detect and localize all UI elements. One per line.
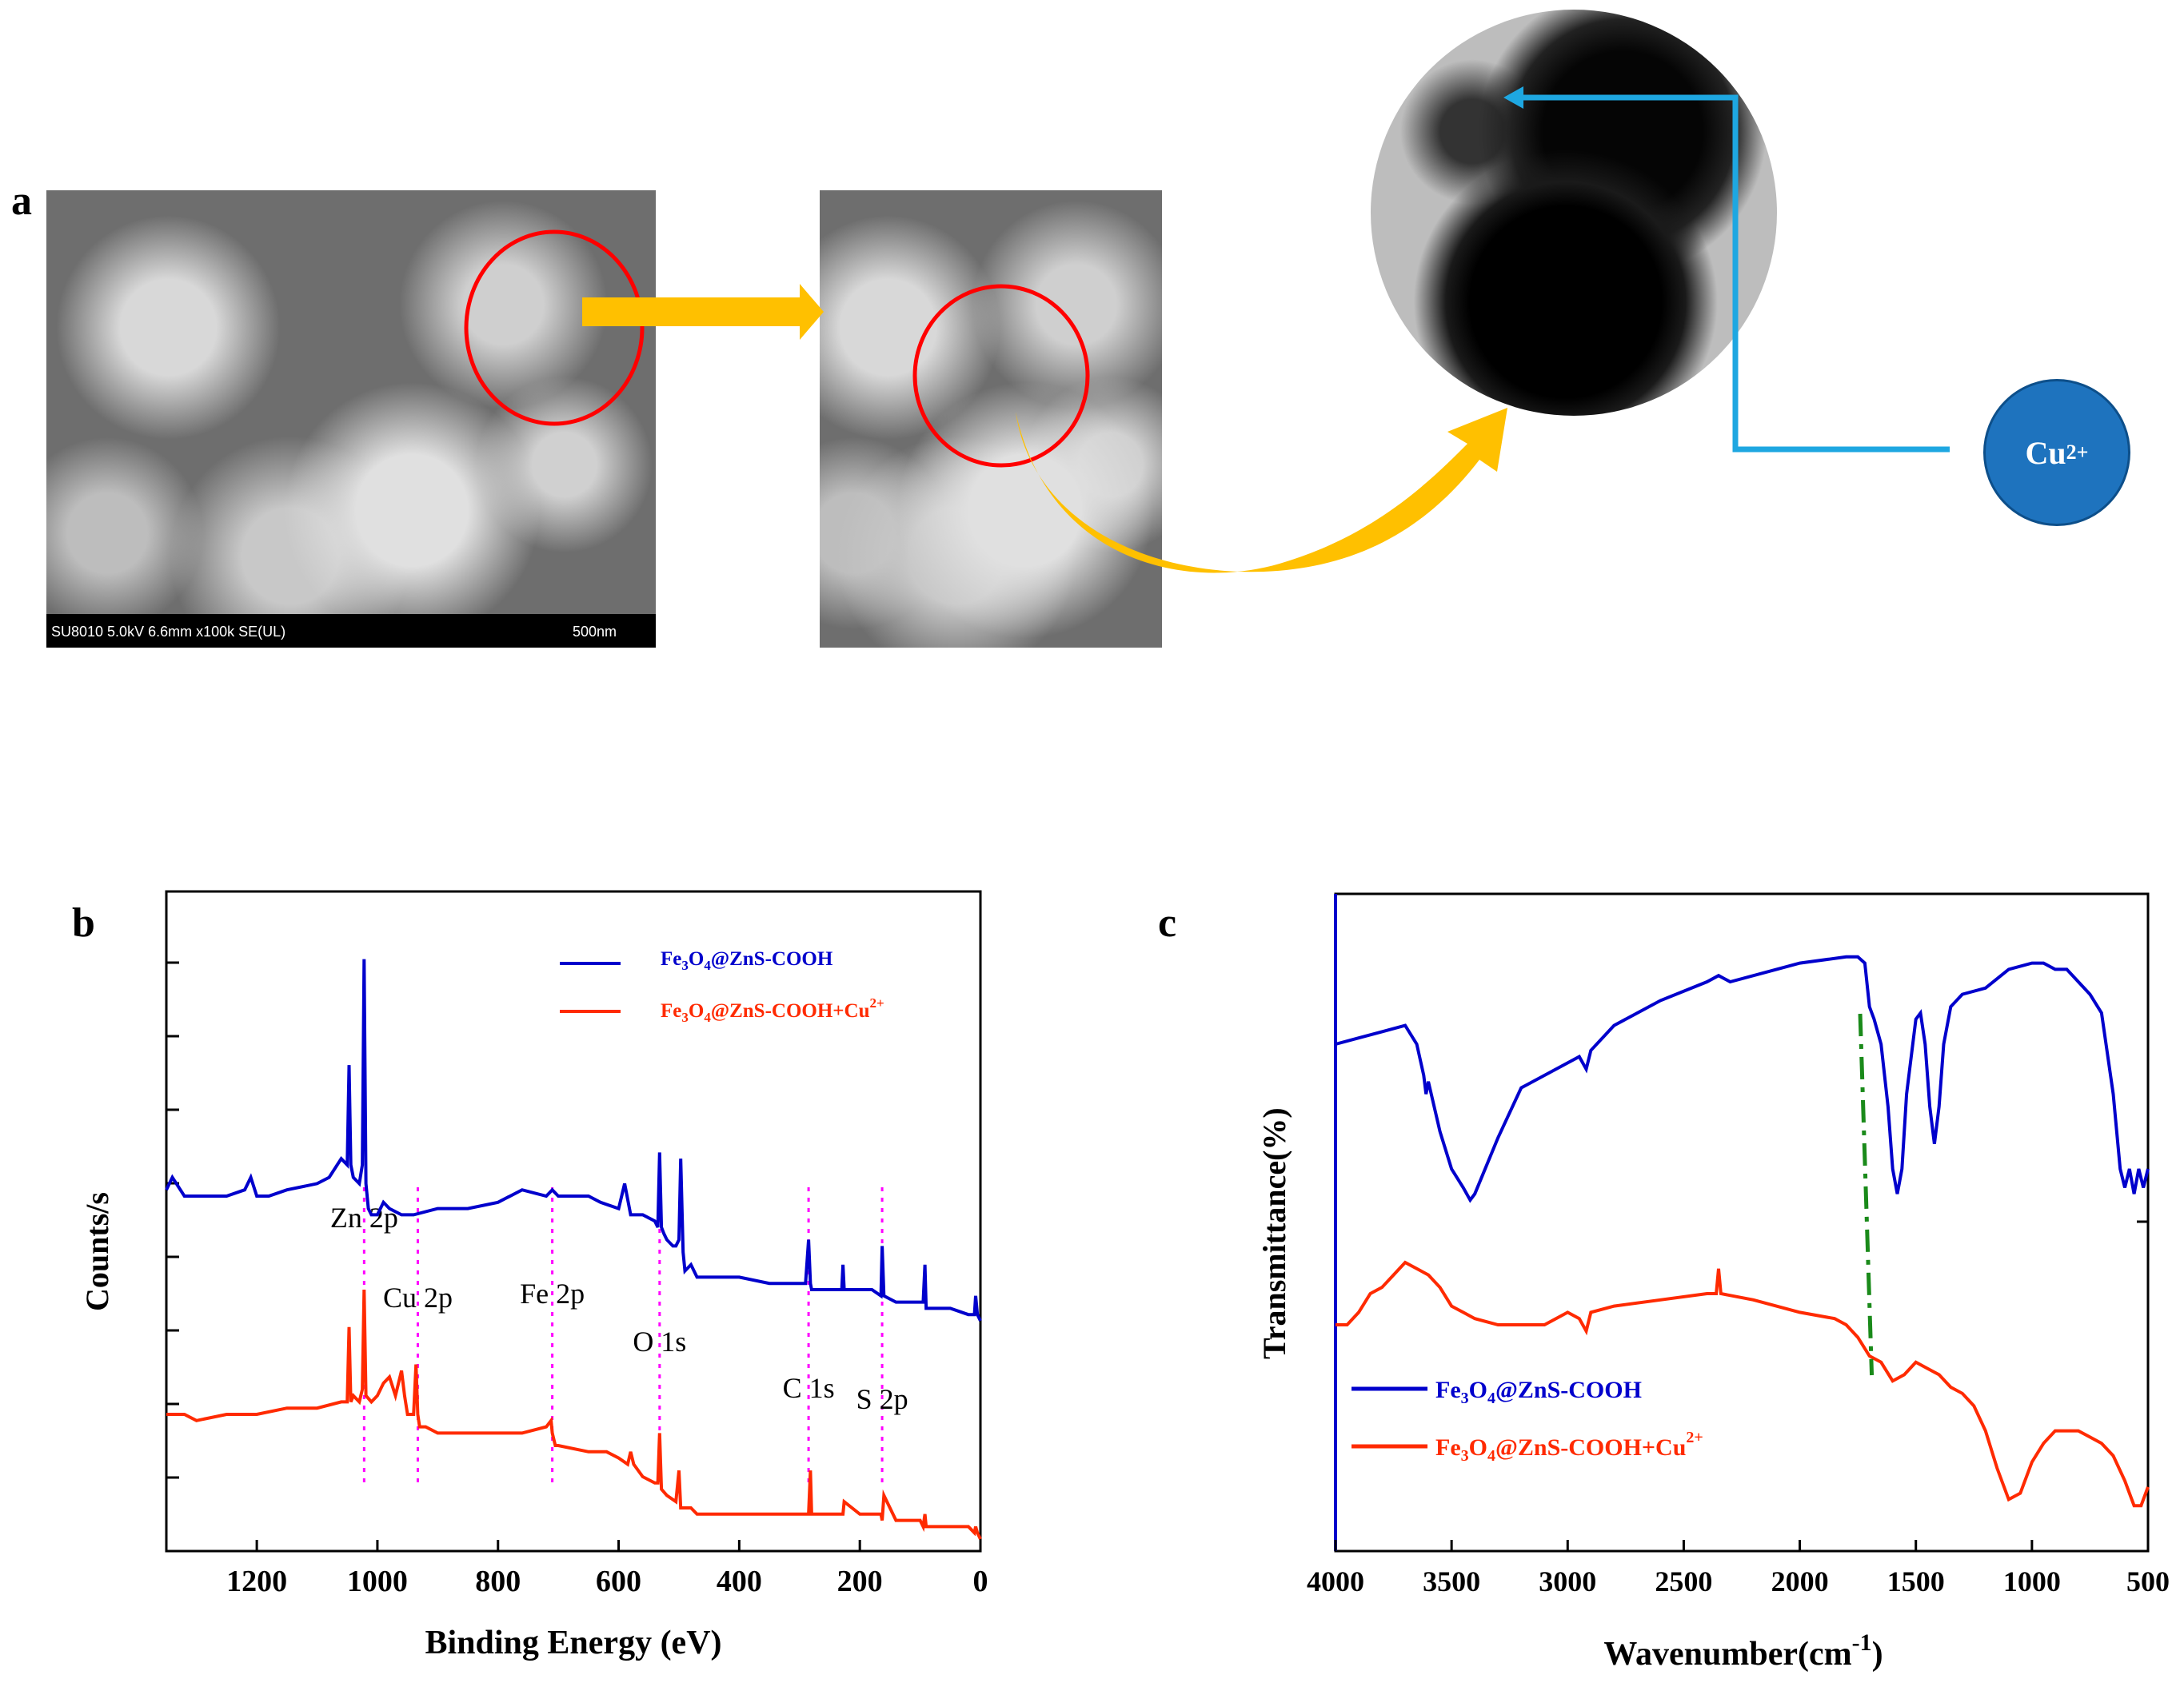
xps-y-ticks (166, 961, 179, 1479)
panel-label-b: b (72, 900, 95, 946)
xps-x-tick-label: 800 (475, 1565, 521, 1598)
xps-legend: Fe3O4@ZnS-COOH Fe3O4@ZnS-COOH+Cu2+ (560, 948, 884, 1025)
sem-scale-label: 500nm (573, 624, 617, 640)
xps-y-label: Counts/s (79, 1192, 115, 1311)
xps-series-fe3o4-znss-cooh-cu (166, 1289, 982, 1540)
xps-x-tick-label: 1200 (226, 1565, 287, 1598)
panel-label-c: c (1158, 900, 1177, 946)
ftir-x-label: Wavenumber(cm-1) (1603, 1629, 1883, 1673)
sem-info-text: SU8010 5.0kV 6.6mm x100k SE(UL) (51, 624, 286, 640)
sem-info-bar: SU8010 5.0kV 6.6mm x100k SE(UL) 500nm (46, 614, 656, 648)
ftir-x-tick-label: 1500 (1887, 1565, 1945, 1597)
xps-x-tick-label: 0 (973, 1565, 988, 1598)
xps-peak-label: Fe 2p (520, 1278, 585, 1310)
xps-x-tick-label: 600 (596, 1565, 641, 1598)
xps-peak-label: S 2p (856, 1383, 908, 1415)
xps-peak-label: C 1s (783, 1372, 835, 1404)
xps-x-tick-label: 1000 (347, 1565, 408, 1598)
ftir-series-fe3o4-znss-cooh-cu (1336, 1260, 2150, 1508)
xps-peak-label: O 1s (633, 1326, 686, 1358)
ftir-carboxyl-marker-line (1858, 1013, 1875, 1376)
ftir-legend-red-label: Fe3O4@ZnS-COOH+Cu2+ (1435, 1429, 1703, 1465)
ftir-x-label-end: ) (1872, 1636, 1883, 1673)
xps-x-tick-label: 200 (837, 1565, 883, 1598)
cu-ion-circle: Cu 2+ (1983, 379, 2130, 526)
ftir-x-label-main: Wavenumber(cm (1603, 1636, 1851, 1673)
ftir-series-fe3o4-znss-cooh (1335, 955, 2150, 1203)
xps-peak-label: Cu 2p (383, 1282, 453, 1314)
xps-x-tick-label: 400 (717, 1565, 762, 1598)
ftir-x-ticks: 4000 3500 3000 2500 2000 1500 1000 500 (1307, 1540, 2170, 1597)
ftir-x-tick-label: 2000 (1771, 1565, 1829, 1597)
panel-label-a: a (11, 178, 32, 224)
ftir-x-tick-label: 3000 (1539, 1565, 1596, 1597)
xps-legend-blue-label: Fe3O4@ZnS-COOH (661, 948, 833, 973)
cu-ion-charge: 2+ (2066, 441, 2089, 464)
ftir-x-label-sup: -1 (1852, 1629, 1872, 1656)
ftir-y-label: Transmittance(%) (1256, 1107, 1292, 1359)
xps-series-fe3o4-znss-cooh (165, 959, 982, 1322)
ftir-x-tick-label: 1000 (2003, 1565, 2061, 1597)
ftir-x-tick-label: 3500 (1423, 1565, 1480, 1597)
xps-plot-frame (165, 890, 982, 1553)
xps-legend-red-label: Fe3O4@ZnS-COOH+Cu2+ (661, 995, 884, 1025)
ftir-legend: Fe3O4@ZnS-COOH Fe3O4@ZnS-COOH+Cu2+ (1352, 1377, 1703, 1465)
ftir-x-tick-label: 2500 (1655, 1565, 1712, 1597)
xps-x-ticks: 1200 1000 800 600 400 200 0 (226, 1540, 988, 1598)
ftir-x-tick-label: 4000 (1307, 1565, 1364, 1597)
ftir-legend-blue-label: Fe3O4@ZnS-COOH (1435, 1377, 1642, 1407)
ftir-x-tick-label: 500 (2126, 1565, 2170, 1597)
cu-ion-label: Cu (2025, 434, 2066, 471)
xps-x-label: Binding Energy (eV) (425, 1625, 721, 1661)
